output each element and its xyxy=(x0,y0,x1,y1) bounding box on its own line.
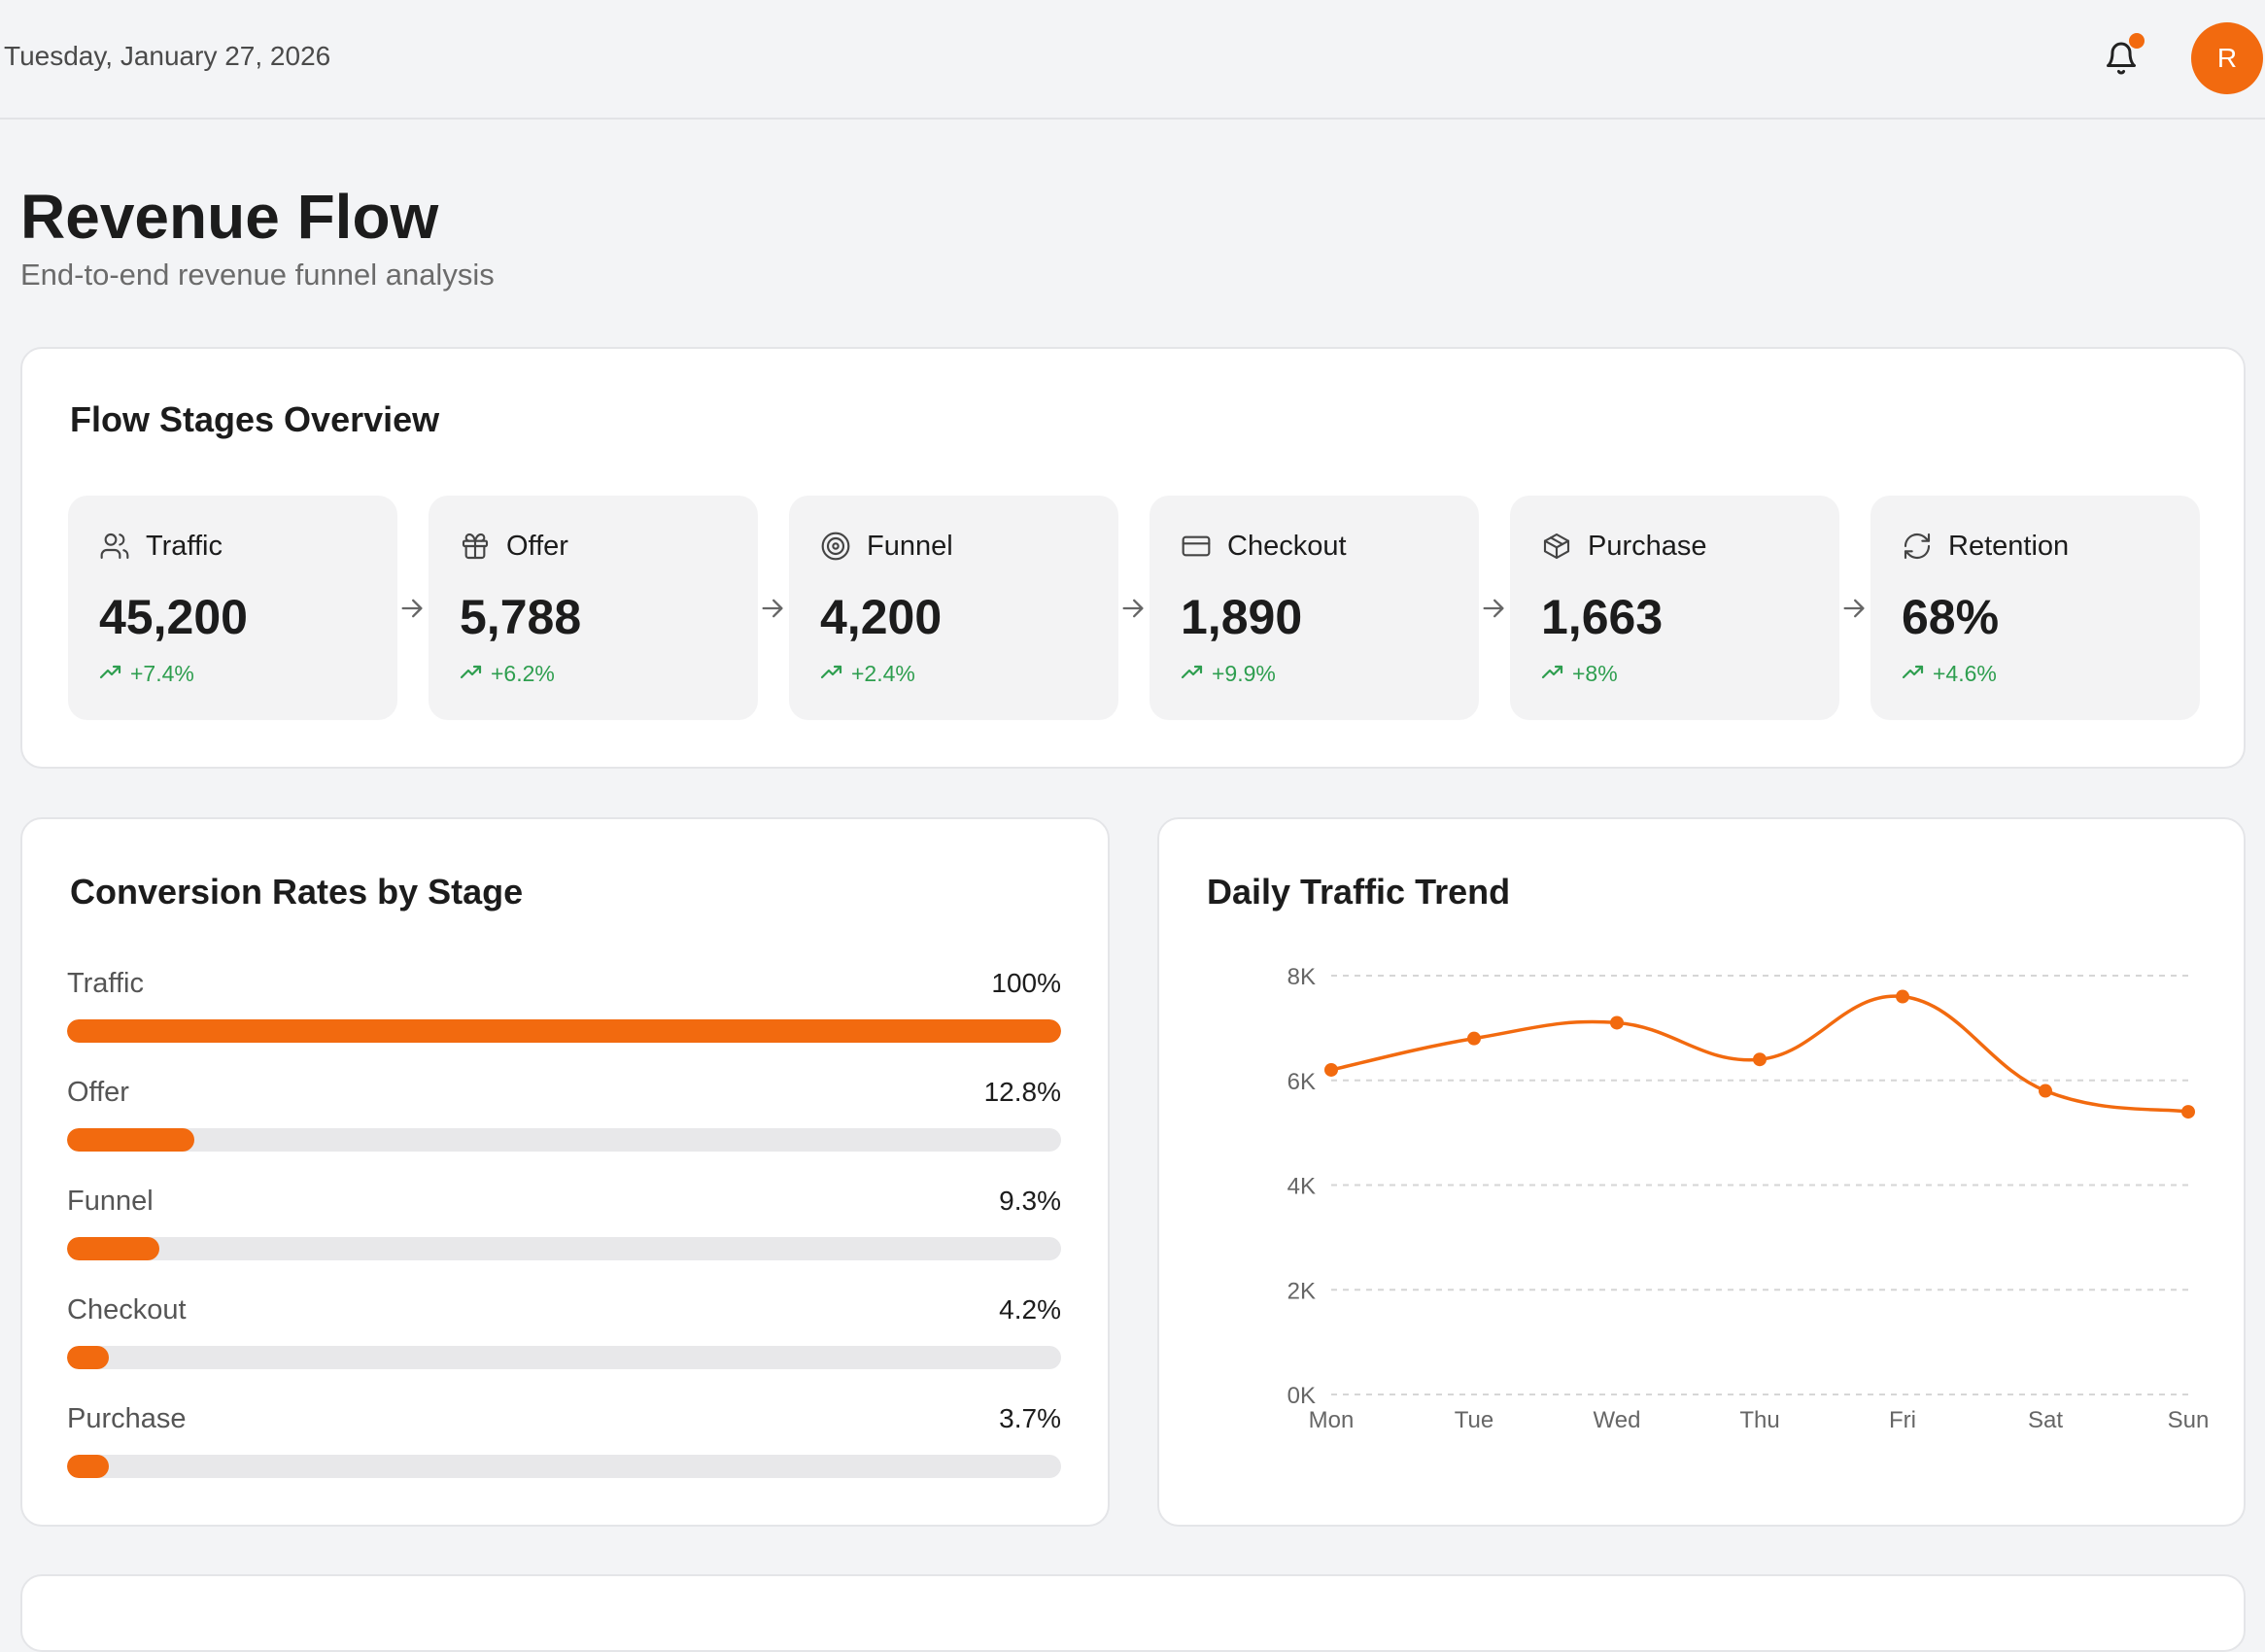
conversion-bar-fill xyxy=(67,1019,1061,1043)
conversion-bar-track xyxy=(67,1128,1061,1152)
stage-card-offer[interactable]: Offer 5,788 +6.2% xyxy=(429,496,758,720)
x-tick-label: Wed xyxy=(1594,1407,1641,1433)
conversion-bar-track xyxy=(67,1346,1061,1369)
trending-up-icon xyxy=(1181,665,1203,679)
users-icon xyxy=(100,533,129,560)
arrow-right-icon xyxy=(1122,599,1144,618)
stage-trend: +7.4% xyxy=(130,661,194,686)
refresh-icon xyxy=(1904,533,1931,560)
stage-value: 68% xyxy=(1902,590,2000,644)
page-subtitle: End-to-end revenue funnel analysis xyxy=(20,258,495,292)
stage-card-funnel[interactable]: Funnel 4,200 +2.4% xyxy=(789,496,1118,720)
x-tick-label: Fri xyxy=(1889,1407,1916,1433)
x-tick-label: Sat xyxy=(2028,1407,2063,1433)
conversion-row-percent: 100% xyxy=(991,968,1061,998)
y-tick-label: 6K xyxy=(1287,1069,1316,1095)
conversion-bar-fill xyxy=(67,1455,109,1478)
trending-up-icon xyxy=(820,665,842,679)
traffic-trend-title: Daily Traffic Trend xyxy=(1207,872,1511,912)
stage-label: Checkout xyxy=(1227,531,1347,562)
conversion-rates-title: Conversion Rates by Stage xyxy=(70,872,524,912)
x-tick-label: Thu xyxy=(1739,1407,1779,1433)
target-icon xyxy=(821,532,850,561)
page-title: Revenue Flow xyxy=(20,182,439,252)
data-point xyxy=(1896,989,1909,1004)
stage-card-checkout[interactable]: Checkout 1,890 +9.9% xyxy=(1150,496,1479,720)
arrow-right-icon xyxy=(1483,599,1504,618)
conversion-rates-card: Conversion Rates by Stage xyxy=(20,817,1110,1527)
stage-card-retention[interactable]: Retention 68% +4.6% xyxy=(1870,496,2200,720)
conversion-bar-track xyxy=(67,1455,1061,1478)
conversion-row-percent: 3.7% xyxy=(999,1403,1061,1433)
conversion-row-label: Funnel xyxy=(67,1186,154,1217)
traffic-line-chart: 0K 2K 4K 6K 8K Mon Tue Wed Thu Fri Sat Sun xyxy=(1287,964,2210,1433)
conversion-row-percent: 4.2% xyxy=(999,1294,1061,1325)
stage-trend: +8% xyxy=(1572,661,1618,686)
gift-icon xyxy=(462,533,489,560)
trending-up-icon xyxy=(99,665,121,679)
x-tick-label: Mon xyxy=(1309,1407,1355,1433)
stage-value: 45,200 xyxy=(99,590,248,644)
stage-label: Retention xyxy=(1948,531,2070,562)
package-icon xyxy=(1543,533,1570,560)
y-tick-label: 2K xyxy=(1287,1278,1316,1304)
conversion-bar-fill xyxy=(67,1128,194,1152)
notification-dot xyxy=(2129,33,2145,49)
data-point xyxy=(1324,1062,1338,1077)
conversion-bar-fill xyxy=(67,1346,109,1369)
stage-card-purchase[interactable]: Purchase 1,663 +8% xyxy=(1510,496,1839,720)
stage-label: Traffic xyxy=(146,531,223,562)
conversion-bar-track xyxy=(67,1237,1061,1260)
stage-trend: +9.9% xyxy=(1212,661,1276,686)
stage-value: 1,890 xyxy=(1181,590,1303,644)
top-bar: Tuesday, January 27, 2026 R xyxy=(0,0,2265,120)
current-date: Tuesday, January 27, 2026 xyxy=(4,41,331,71)
data-point xyxy=(1467,1031,1481,1046)
conversion-row-percent: 9.3% xyxy=(999,1186,1061,1216)
arrow-right-icon xyxy=(401,599,423,618)
stage-value: 1,663 xyxy=(1541,590,1664,644)
conversion-row-percent: 12.8% xyxy=(983,1077,1061,1107)
bell-icon[interactable] xyxy=(2104,39,2139,78)
stage-label: Funnel xyxy=(867,531,953,562)
data-point xyxy=(1610,1015,1624,1030)
trending-up-icon xyxy=(1541,665,1563,679)
stage-value: 5,788 xyxy=(460,590,582,644)
stage-trend: +4.6% xyxy=(1933,661,1997,686)
arrow-right-icon xyxy=(1843,599,1865,618)
y-tick-label: 0K xyxy=(1287,1383,1316,1409)
conversion-row-label: Offer xyxy=(67,1077,129,1108)
stage-trend: +6.2% xyxy=(491,661,555,686)
y-tick-label: 8K xyxy=(1287,964,1316,990)
stage-value: 4,200 xyxy=(820,590,943,644)
conversion-row-label: Checkout xyxy=(67,1294,187,1325)
x-tick-label: Sun xyxy=(2168,1407,2210,1433)
conversion-bar-fill xyxy=(67,1237,160,1260)
credit-card-icon xyxy=(1182,535,1211,557)
flow-stages-title: Flow Stages Overview xyxy=(70,399,440,439)
trending-up-icon xyxy=(1902,665,1924,679)
data-point xyxy=(1753,1052,1767,1067)
stage-label: Offer xyxy=(506,531,568,562)
trending-up-icon xyxy=(460,665,482,679)
data-point xyxy=(2039,1084,2052,1098)
stage-label: Purchase xyxy=(1588,531,1707,562)
data-point xyxy=(2181,1105,2195,1119)
stage-card-traffic[interactable]: Traffic 45,200 +7.4% xyxy=(68,496,397,720)
traffic-trend-card: Daily Traffic Trend xyxy=(1157,817,2246,1527)
conversion-row-label: Traffic xyxy=(67,968,144,999)
arrow-right-icon xyxy=(762,599,783,618)
y-tick-label: 4K xyxy=(1287,1174,1316,1200)
x-tick-label: Tue xyxy=(1455,1407,1493,1433)
bottom-card xyxy=(20,1574,2246,1652)
avatar[interactable]: R xyxy=(2191,22,2263,94)
stage-trend: +2.4% xyxy=(851,661,915,686)
conversion-bar-track xyxy=(67,1019,1061,1043)
conversion-row-label: Purchase xyxy=(67,1403,187,1434)
